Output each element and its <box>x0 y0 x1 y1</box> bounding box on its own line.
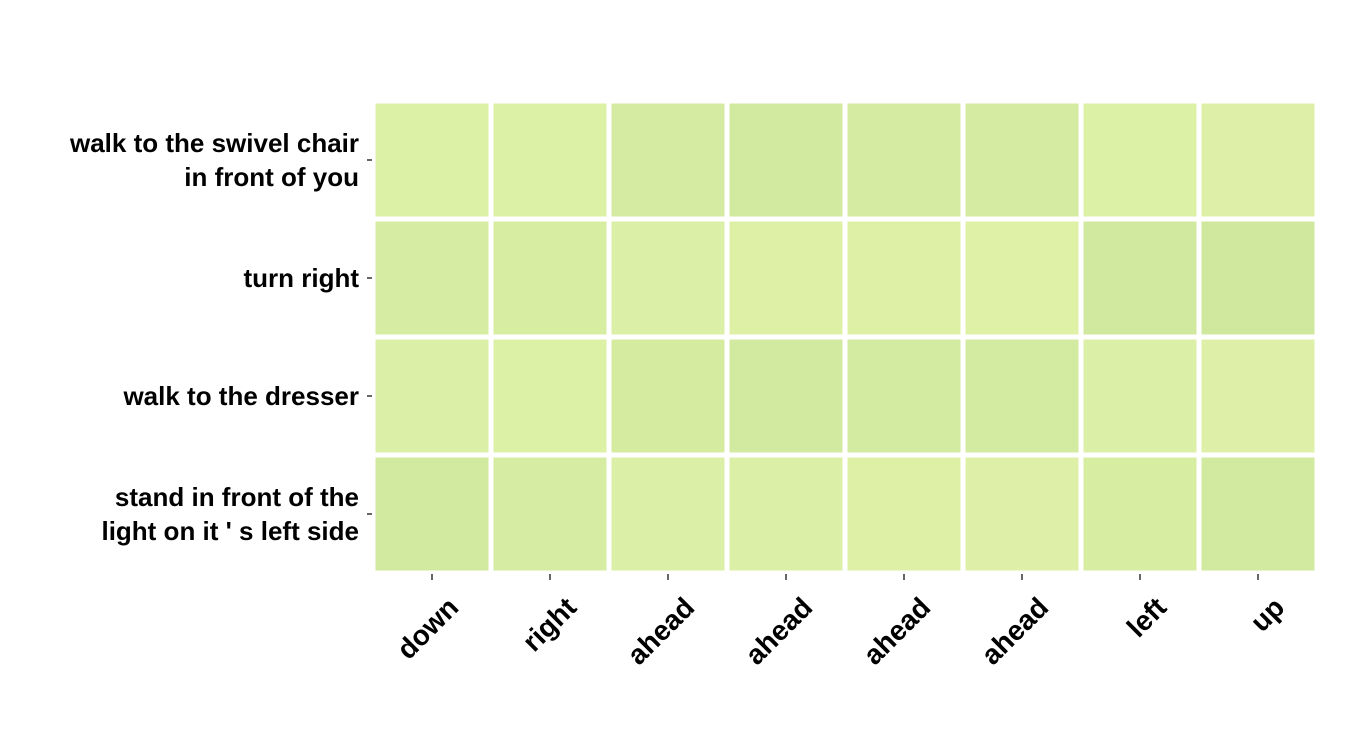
heatmap-cell <box>1201 457 1315 571</box>
x-tick-label: right <box>516 591 582 657</box>
heatmap-cell <box>493 103 607 217</box>
heatmap-cell <box>493 339 607 453</box>
heatmap-cell <box>1201 339 1315 453</box>
heatmap-cell <box>965 221 1079 335</box>
heatmap-cell <box>847 457 961 571</box>
heatmap-cell <box>375 339 489 453</box>
y-tick-label-line: stand in front of the <box>115 482 359 512</box>
heatmap-cell <box>375 457 489 571</box>
heatmap-cell <box>965 457 1079 571</box>
heatmap-cell <box>847 339 961 453</box>
heatmap-cell <box>493 457 607 571</box>
heatmap-cell <box>965 339 1079 453</box>
x-tick-label: down <box>391 591 465 665</box>
heatmap-cell <box>611 103 725 217</box>
heatmap-cell <box>1083 339 1197 453</box>
heatmap-cell <box>611 339 725 453</box>
heatmap-cell <box>729 103 843 217</box>
heatmap-cell <box>965 103 1079 217</box>
x-tick-label: ahead <box>975 591 1054 670</box>
heatmap-cell <box>729 339 843 453</box>
x-tick-label: ahead <box>857 591 936 670</box>
y-tick-label-line: light on it ' s left side <box>101 516 359 546</box>
heatmap-cell <box>1201 221 1315 335</box>
x-tick-label: ahead <box>621 591 700 670</box>
heatmap-cell <box>847 103 961 217</box>
y-tick-label: stand in front of the light on it ' s lef… <box>101 482 359 546</box>
y-tick-label-line: turn right <box>243 263 359 293</box>
y-axis: walk to the swivel chair in front of you t… <box>69 128 372 546</box>
y-tick-label-line: walk to the swivel chair <box>69 128 359 158</box>
heatmap-cell <box>1201 103 1315 217</box>
x-axis: down right ahead ahead ahead ahead left up <box>391 574 1290 671</box>
y-tick-label-line: walk to the dresser <box>122 381 359 411</box>
heatmap-cells <box>373 101 1317 573</box>
y-tick-label-line: in front of you <box>184 162 359 192</box>
heatmap-cell <box>1083 103 1197 217</box>
heatmap-cell <box>847 221 961 335</box>
y-tick-label: walk to the swivel chair in front of you <box>69 128 359 192</box>
heatmap-cell <box>1083 457 1197 571</box>
heatmap-cell <box>493 221 607 335</box>
heatmap-cell <box>611 457 725 571</box>
x-tick-label: ahead <box>739 591 818 670</box>
x-tick-label: left <box>1121 591 1173 643</box>
heatmap-cell <box>375 221 489 335</box>
heatmap-cell <box>1083 221 1197 335</box>
y-tick-label: walk to the dresser <box>122 381 359 411</box>
heatmap-cell <box>729 457 843 571</box>
y-tick-label: turn right <box>243 263 359 293</box>
x-tick-label: up <box>1244 591 1290 637</box>
heatmap-cell <box>375 103 489 217</box>
heatmap-cell <box>729 221 843 335</box>
heatmap-cell <box>611 221 725 335</box>
